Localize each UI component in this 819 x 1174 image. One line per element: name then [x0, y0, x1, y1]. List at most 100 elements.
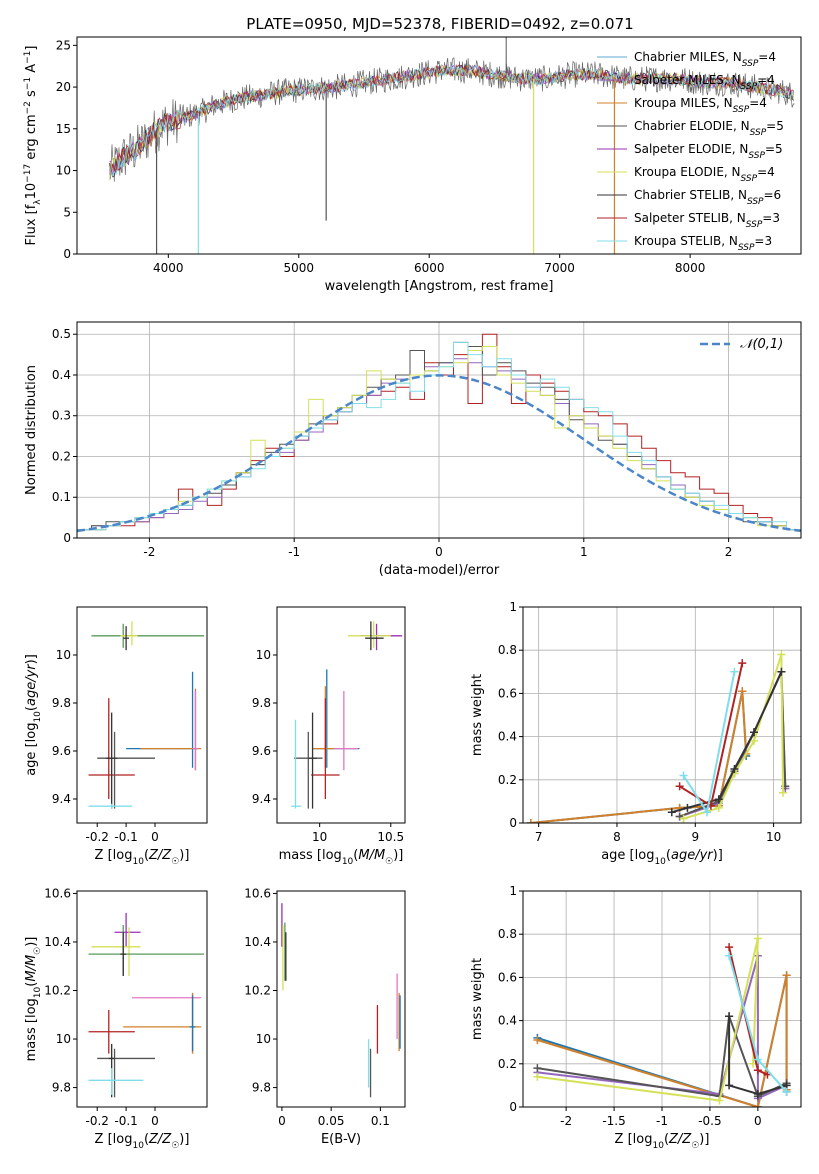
figure-title: PLATE=0950, MJD=52378, FIBERID=0492, z=0… — [246, 15, 633, 33]
weight-marker — [715, 1096, 724, 1105]
y-axis-label: mass weight — [470, 674, 485, 756]
weight-marker — [782, 971, 791, 980]
plot-area — [526, 650, 790, 823]
y-tick-label: 5 — [63, 205, 71, 219]
x-axis-label: E(B-V) — [321, 1132, 361, 1147]
y-tick-label: 9.4 — [52, 792, 71, 806]
x-tick-label: -1 — [288, 545, 300, 559]
y-tick-label: 9.6 — [252, 744, 271, 758]
weight-marker — [683, 803, 692, 812]
x-tick-label: -1 — [656, 1114, 668, 1128]
y-tick-label: 9.8 — [252, 1081, 271, 1095]
y-tick-label: 0.2 — [498, 1057, 517, 1071]
legend-label: Kroupa MILES, NSSP=4 — [634, 96, 767, 115]
legend-label: Salpeter STELIB, NSSP=3 — [634, 211, 780, 230]
plot-area — [109, 37, 795, 254]
x-tick-label: 0.1 — [371, 1114, 390, 1128]
x-tick-label: -0.1 — [114, 830, 137, 844]
weight-line-4 — [537, 938, 759, 1102]
x-axis-label: (data-model)/error — [379, 563, 500, 578]
x-tick-label: 10 — [766, 830, 781, 844]
panel-weight-vs-Z: -2 -1.5 -1 -0.5 0 0 0.2 0.4 0.6 0.8 1 Z [log10(Z/Z☉… — [470, 884, 802, 1151]
y-tick-label: 9.8 — [252, 696, 271, 710]
x-tick-label: 0 — [151, 1114, 159, 1128]
legend-label: Chabrier MILES, NSSP=4 — [634, 50, 776, 69]
weight-marker — [533, 1064, 542, 1073]
y-tick-label: 10.6 — [244, 886, 271, 900]
weight-marker — [725, 951, 734, 960]
y-axis-label: Flux [fλ10−17 erg cm−2 s−1 A−1] — [23, 46, 43, 246]
plot-area — [291, 621, 403, 809]
axes-frame — [76, 890, 208, 1108]
y-tick-label: 0 — [509, 1100, 517, 1114]
y-tick-label: 9.8 — [52, 1081, 71, 1095]
x-axis-label: mass [log10(M/M☉)] — [279, 848, 404, 867]
weight-marker — [679, 814, 688, 823]
y-tick-label: 25 — [56, 38, 71, 52]
weight-marker — [750, 736, 759, 745]
y-tick-label: 9.4 — [252, 792, 271, 806]
y-tick-label: 10 — [56, 648, 71, 662]
legend: 𝒩(0,1) — [700, 337, 783, 352]
weight-marker — [777, 667, 786, 676]
x-axis-label: Z [log10(Z/Z☉)] — [615, 1132, 710, 1151]
x-tick-label: 0.05 — [318, 1114, 345, 1128]
weight-marker — [667, 808, 676, 817]
x-tick-label: 0 — [754, 1114, 762, 1128]
y-tick-label: 10 — [256, 1032, 271, 1046]
legend-label: Salpeter ELODIE, NSSP=5 — [634, 142, 783, 161]
x-tick-label: 7000 — [544, 261, 575, 275]
weight-marker — [675, 782, 684, 791]
plot-area — [88, 912, 205, 1098]
x-tick-label: 10 — [312, 830, 327, 844]
x-tick-label: -1.5 — [602, 1114, 625, 1128]
x-axis-label: Z [log10(Z/Z☉)] — [95, 1132, 190, 1151]
y-tick-label: 1 — [509, 884, 517, 898]
x-tick-label: 1 — [580, 545, 588, 559]
y-tick-label: 10.6 — [44, 886, 71, 900]
panel-age-vs-mass: 10 10.5 9.4 9.6 9.8 10 mass [log10(M/M☉)] — [252, 606, 406, 867]
weight-marker — [730, 667, 739, 676]
legend-label: Chabrier ELODIE, NSSP=5 — [634, 119, 784, 138]
weight-marker — [753, 1090, 762, 1099]
spectrum-line-kroupa-stelib — [109, 63, 795, 177]
x-tick-label: 7 — [535, 830, 543, 844]
y-tick-label: 9.6 — [52, 744, 71, 758]
legend-label: 𝒩(0,1) — [740, 337, 783, 352]
weight-marker — [777, 650, 786, 659]
x-tick-label: 2 — [725, 545, 733, 559]
weight-marker — [753, 934, 762, 943]
weight-marker — [730, 765, 739, 773]
x-tick-label: 6000 — [414, 261, 445, 275]
y-tick-label: 0.6 — [498, 686, 517, 700]
y-tick-label: 10.2 — [244, 984, 271, 998]
weight-marker — [533, 1072, 542, 1081]
weight-line-6 — [728, 946, 768, 1076]
panel-weight-vs-age: 7 8 9 10 0 0.2 0.4 0.6 0.8 1 age [log10(age/yr)] ma… — [470, 600, 802, 867]
x-tick-label: -2 — [560, 1114, 572, 1128]
y-tick-label: 10 — [56, 1032, 71, 1046]
legend-label: Kroupa STELIB, NSSP=3 — [634, 234, 772, 253]
y-tick-label: 0.1 — [52, 490, 71, 504]
weight-marker — [725, 1081, 734, 1090]
x-tick-label: 10.5 — [377, 830, 404, 844]
y-tick-label: 15 — [56, 122, 71, 136]
x-tick-label: 8 — [613, 830, 621, 844]
axes-frame — [76, 606, 208, 824]
weight-marker — [778, 788, 787, 797]
y-tick-label: 10 — [256, 648, 271, 662]
y-tick-label: 0.2 — [498, 773, 517, 787]
weight-line-4 — [683, 654, 784, 820]
weight-marker — [526, 819, 535, 823]
y-axis-label: mass weight — [470, 958, 485, 1040]
weight-marker — [703, 808, 712, 817]
weight-marker — [738, 659, 747, 668]
plot-area — [88, 621, 205, 809]
axes-frame — [76, 36, 802, 255]
axes-frame — [276, 606, 406, 824]
y-axis-label: age [log10(age/yr)] — [24, 654, 43, 776]
y-axis-label: mass [log10(M/M☉)] — [24, 937, 43, 1062]
y-tick-label: 10 — [56, 164, 71, 178]
weight-marker — [725, 943, 734, 952]
